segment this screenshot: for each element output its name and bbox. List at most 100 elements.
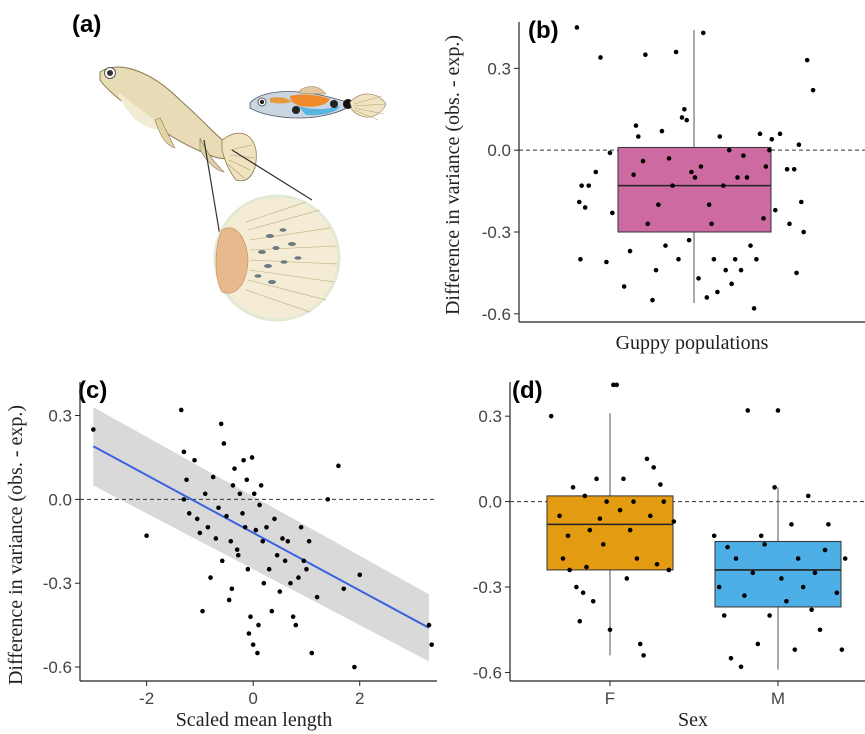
panel-d-point	[548, 413, 554, 419]
panel-c-point	[181, 449, 187, 455]
panel-b-point	[804, 57, 810, 63]
panel-b-point	[773, 207, 778, 213]
panel-c-xtick-label: -2	[139, 689, 154, 708]
panel-b-point	[663, 243, 668, 248]
panel-b-point	[610, 210, 615, 216]
panel-d-point	[567, 567, 572, 573]
panel-b-ytick-label: -0.3	[482, 223, 511, 242]
panel-d-points	[548, 382, 848, 670]
panel-c-point	[290, 614, 296, 620]
panel-d-point	[800, 584, 806, 590]
panel-c-points	[91, 407, 434, 670]
panel-c-point	[248, 614, 253, 620]
panel-c-point	[314, 594, 320, 600]
panel-c-ytick-label: -0.3	[43, 574, 72, 593]
panel-b-point	[676, 256, 681, 262]
panel-c-regression-line	[92, 445, 430, 629]
panel-c-point	[237, 491, 243, 497]
panel-b-point	[640, 158, 646, 164]
panel-c-point	[228, 538, 234, 544]
panel-d-point	[750, 570, 756, 576]
panel-b-point	[798, 199, 804, 205]
panel-b-point	[627, 248, 633, 254]
panel-b-boxplot: -0.6 -0.3 0.0 0.3 Difference in variance (o…	[442, 22, 865, 354]
panel-d-point	[621, 476, 626, 482]
panel-d-point	[590, 598, 596, 604]
panel-b-point	[711, 256, 717, 262]
panel-c-point	[181, 497, 187, 502]
panel-c-point	[218, 421, 224, 427]
panel-d-point	[627, 527, 633, 533]
panel-b-point	[574, 25, 580, 30]
panel-b-point	[650, 297, 655, 303]
panel-d-point	[721, 613, 727, 618]
panel-c-point	[325, 497, 331, 502]
panel-b-point	[631, 172, 636, 178]
panel-c-point	[282, 558, 288, 564]
panel-c-point	[264, 525, 269, 530]
panel-d-point	[839, 647, 845, 652]
panel-d-box-M	[714, 540, 842, 608]
panel-d-point	[842, 556, 848, 561]
guppy-illustration	[99, 66, 387, 322]
panel-b-point	[682, 106, 687, 112]
panel-c-point	[429, 642, 434, 647]
panel-d-point	[580, 590, 586, 596]
panel-c-ytick-label: 0.0	[48, 490, 72, 509]
panel-d-ytick-label: 0.3	[478, 407, 502, 426]
panel-d-x-axis-label: Sex	[678, 709, 708, 731]
panel-c-point	[250, 642, 256, 647]
panel-label-b: (b)	[528, 17, 559, 44]
panel-c-y-axis-label: Difference in variance (obs. - exp.)	[5, 405, 27, 685]
panel-c-point	[266, 566, 272, 572]
panel-d-point	[716, 584, 722, 590]
panel-d-point	[565, 533, 571, 539]
panel-d-point	[666, 567, 672, 573]
panel-d-point	[587, 527, 593, 533]
panel-d-point	[600, 542, 606, 547]
panel-b-point	[810, 87, 816, 93]
panel-b-point	[735, 175, 740, 180]
panel-c-y-ticks: -0.6 -0.3 0.0 0.3	[43, 407, 80, 677]
panel-b-point	[607, 150, 613, 156]
panel-d-ytick-label: -0.3	[473, 578, 502, 597]
panel-c-point	[213, 536, 219, 541]
panel-d-xtick-label: F	[605, 689, 615, 708]
panel-b-point	[732, 256, 738, 262]
panel-b-point	[748, 243, 753, 248]
panel-d-point	[651, 465, 656, 470]
panel-d-point	[594, 476, 599, 482]
panel-d-point	[624, 576, 630, 581]
panel-b-point	[757, 131, 763, 137]
panel-c-point	[261, 580, 267, 586]
panel-b-ytick-label: -0.6	[482, 305, 511, 324]
panel-c-point	[256, 622, 261, 628]
panel-b-point	[709, 221, 714, 227]
panel-d-point	[758, 533, 764, 539]
panel-b-point	[586, 183, 592, 188]
panel-c-point	[255, 650, 260, 656]
panel-b-point	[726, 147, 732, 153]
panel-c-point	[240, 511, 245, 516]
panel-d-point	[772, 485, 777, 490]
panel-c-point	[235, 552, 241, 558]
panel-d-point	[812, 570, 818, 576]
panel-c-point	[274, 552, 280, 558]
panel-d-point	[604, 499, 609, 504]
panel-c-point	[306, 538, 312, 544]
panel-d-point	[775, 408, 781, 413]
panel-b-point	[578, 256, 583, 262]
panel-d-point	[574, 584, 579, 590]
panel-c-confidence-band	[93, 407, 430, 662]
panel-c-point	[272, 516, 277, 522]
panel-d-point	[779, 576, 784, 581]
tail-fin-parasite-icon	[203, 139, 341, 322]
panel-b-point	[761, 216, 766, 221]
panel-c-point	[280, 536, 285, 541]
panel-b-point	[741, 153, 746, 158]
panel-b-point	[738, 267, 744, 273]
panel-c-point	[200, 608, 205, 614]
panel-b-point	[576, 199, 582, 205]
panel-d-point	[822, 547, 828, 553]
panel-c-point	[221, 441, 227, 446]
